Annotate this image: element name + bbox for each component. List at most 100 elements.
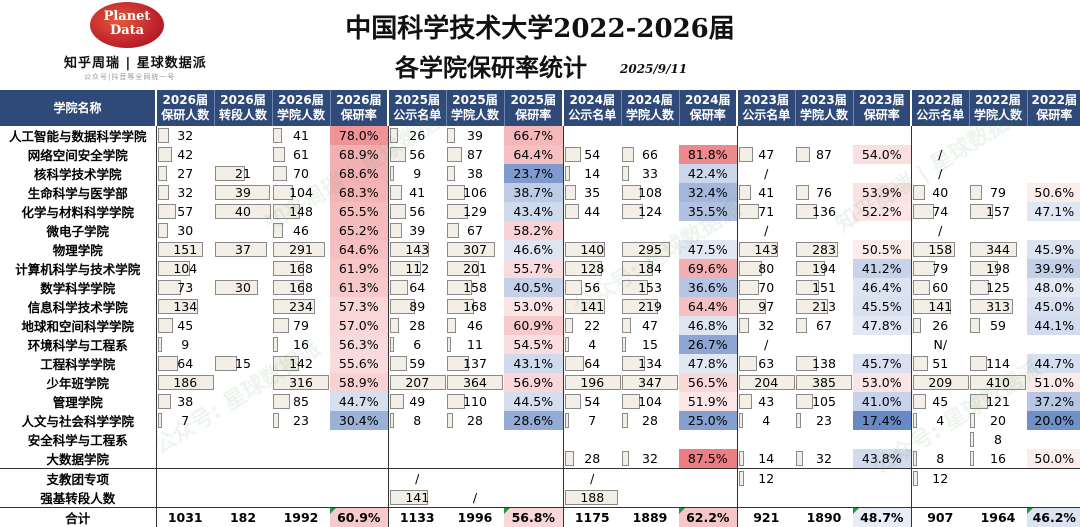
count-value: 209: [928, 375, 952, 390]
count-value: 57: [177, 204, 193, 219]
rate-cell: [679, 488, 737, 508]
count-value: 158: [928, 242, 952, 257]
count-cell: 143: [388, 240, 446, 259]
count-value: 921: [753, 510, 779, 525]
corner-marker-icon: [504, 508, 510, 514]
count-cell: [214, 373, 272, 392]
count-value: 9: [181, 337, 189, 352]
college-name-cell: 人文与社会科学学院: [0, 411, 156, 430]
rate-cell: [853, 126, 911, 145]
count-value: 7: [181, 413, 189, 428]
count-cell: 79: [272, 316, 330, 335]
count-value: 32: [642, 451, 658, 466]
rate-cell: 52.2%: [853, 202, 911, 221]
col-header: 2024届公示名单: [563, 90, 621, 126]
rate-cell: 43.8%: [853, 449, 911, 469]
count-value: 63: [758, 356, 774, 371]
data-bar: [447, 413, 453, 428]
count-value: 47: [758, 147, 774, 162]
rate-cell: 60.9%: [504, 316, 563, 335]
data-bar: [739, 147, 753, 162]
data-bar: [739, 471, 744, 486]
count-cell: 27: [156, 164, 214, 183]
count-cell: 6: [388, 335, 446, 354]
count-cell: 1031: [156, 508, 214, 527]
data-bar: [273, 223, 283, 238]
count-value: 39: [409, 223, 425, 238]
rate-cell: 46.6%: [504, 240, 563, 259]
rate-cell: [504, 430, 563, 449]
count-cell: 23: [272, 411, 330, 430]
count-cell: 85: [272, 392, 330, 411]
data-bar: [273, 147, 285, 162]
count-cell: 344: [969, 240, 1027, 259]
count-value: 316: [289, 375, 313, 390]
rate-cell: 65.5%: [330, 202, 388, 221]
rate-cell: 53.9%: [853, 183, 911, 202]
count-cell: 44: [563, 202, 621, 221]
rate-cell: 78.0%: [330, 126, 388, 145]
count-value: 213: [812, 299, 836, 314]
count-value: 73: [177, 280, 193, 295]
count-cell: 129: [446, 202, 504, 221]
rate-cell: 57.3%: [330, 297, 388, 316]
count-value: 21: [235, 166, 251, 181]
data-bar: [913, 280, 931, 295]
rate-cell: 45.0%: [1027, 297, 1080, 316]
rate-cell: 62.2%: [679, 508, 737, 527]
count-cell: 67: [795, 316, 853, 335]
count-cell: 1133: [388, 508, 446, 527]
rate-cell: 57.0%: [330, 316, 388, 335]
data-bar: [796, 413, 801, 428]
rate-cell: 54.5%: [504, 335, 563, 354]
count-value: 60: [932, 280, 948, 295]
count-value: 64: [409, 280, 425, 295]
count-cell: 141: [388, 488, 446, 508]
count-cell: 16: [272, 335, 330, 354]
count-cell: 54: [563, 145, 621, 164]
count-value: 385: [812, 375, 836, 390]
count-cell: [214, 316, 272, 335]
count-value: 143: [405, 242, 429, 257]
data-bar: [913, 356, 928, 371]
count-value: 32: [177, 185, 193, 200]
rate-cell: 35.5%: [679, 202, 737, 221]
count-cell: /: [911, 221, 969, 240]
data-bar: [447, 166, 455, 181]
rate-cell: 38.7%: [504, 183, 563, 202]
count-cell: 80: [737, 259, 795, 278]
count-cell: 4: [911, 411, 969, 430]
count-value: 56: [584, 280, 600, 295]
count-cell: 153: [621, 278, 679, 297]
count-cell: 283: [795, 240, 853, 259]
rate-cell: 48.0%: [1027, 278, 1080, 297]
count-value: /: [415, 471, 419, 486]
rate-cell: 50.0%: [1027, 449, 1080, 469]
col-header: 2022届学院人数: [969, 90, 1027, 126]
count-cell: 32: [156, 126, 214, 145]
count-cell: 70: [737, 278, 795, 297]
count-value: /: [473, 490, 477, 505]
count-cell: 207: [388, 373, 446, 392]
count-cell: 16: [969, 449, 1027, 469]
count-value: 186: [173, 375, 197, 390]
count-cell: [214, 392, 272, 411]
rate-cell: 46.4%: [853, 278, 911, 297]
count-cell: 148: [272, 202, 330, 221]
count-value: 28: [584, 451, 600, 466]
count-cell: 32: [156, 183, 214, 202]
college-name-cell: 微电子学院: [0, 221, 156, 240]
data-bar: [970, 318, 980, 333]
rate-cell: [1027, 164, 1080, 183]
count-value: 204: [754, 375, 778, 390]
rate-cell: 32.4%: [679, 183, 737, 202]
page-title: 中国科学技术大学2022-2026届: [0, 8, 1080, 45]
rate-cell: 58.9%: [330, 373, 388, 392]
